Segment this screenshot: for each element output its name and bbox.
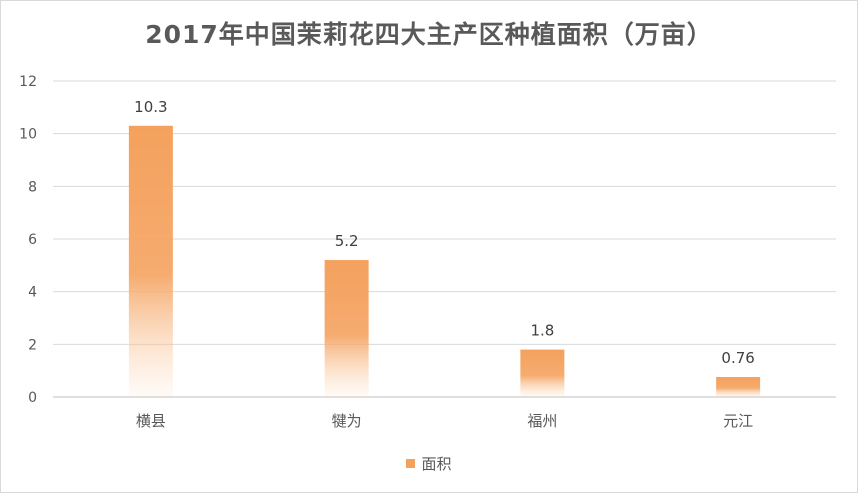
x-tick-label: 福州 [527, 412, 557, 430]
chart-title: 2017年中国茉莉花四大主产区种植面积（万亩） [145, 20, 713, 49]
legend-label: 面积 [421, 455, 452, 473]
x-tick-label: 元江 [723, 412, 753, 430]
x-axis: 横县 犍为 福州 元江 [136, 412, 753, 430]
data-label: 0.76 [721, 349, 754, 367]
y-tick-label: 2 [28, 337, 37, 353]
bar [128, 125, 173, 398]
bar [520, 349, 565, 397]
legend: 面积 [1, 453, 857, 474]
y-tick-label: 0 [28, 390, 37, 406]
data-label: 10.3 [134, 98, 167, 116]
grid-lines [53, 80, 836, 398]
bar [716, 376, 761, 397]
data-label: 1.8 [530, 322, 554, 340]
bars: 10.3 5.2 1.8 0.76 [128, 98, 761, 398]
y-tick-label: 10 [19, 127, 37, 143]
legend-swatch [406, 459, 416, 468]
y-axis: 0 2 4 6 8 10 12 [19, 74, 37, 406]
x-tick-label: 横县 [136, 412, 166, 430]
bar [324, 260, 369, 397]
y-tick-label: 8 [28, 179, 37, 195]
y-tick-label: 4 [28, 285, 37, 301]
y-tick-label: 6 [28, 232, 37, 248]
x-tick-label: 犍为 [332, 412, 362, 430]
data-label: 5.2 [335, 232, 359, 250]
y-tick-label: 12 [19, 74, 37, 90]
